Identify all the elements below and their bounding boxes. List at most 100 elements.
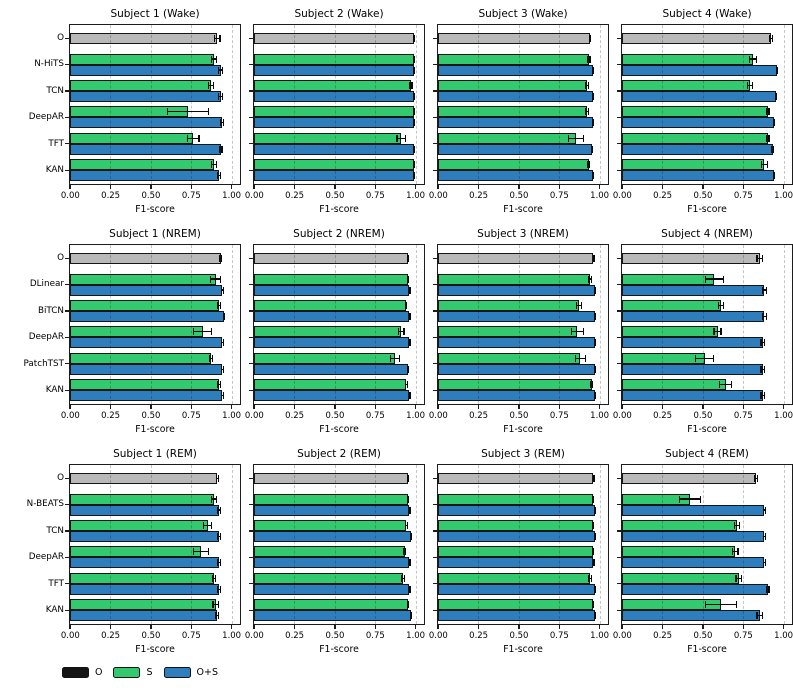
error-bar-cap-right [217, 601, 219, 609]
plot-area [617, 244, 793, 410]
gridline [518, 465, 520, 624]
error-bar [407, 254, 409, 262]
error-bar [772, 119, 776, 127]
gridline [662, 465, 664, 624]
bar-deepar-o-plus-s [70, 557, 219, 569]
error-bar-cap-right [595, 339, 597, 347]
bar-tcn-s [622, 520, 737, 531]
x-axis-label: F1-score [135, 204, 175, 215]
x-tick-labels: 0.00 0.25 0.50 0.75 1.00 [613, 191, 793, 203]
error-bar [594, 339, 597, 347]
x-tick-mark [334, 185, 336, 190]
panel-title: Subject 1 (REM) [113, 448, 197, 460]
error-bar [408, 506, 411, 514]
error-bar-cap-right [593, 66, 595, 74]
error-bar [765, 108, 770, 116]
gridline [150, 245, 152, 404]
y-tick-mark [433, 90, 437, 92]
error-bar [406, 495, 410, 503]
error-bar-cap-right [407, 601, 410, 609]
bar-dlinear-o-plus-s [438, 284, 596, 296]
y-tick-mark [617, 169, 621, 171]
error-bar-cap-left [406, 365, 409, 373]
error-bar [760, 339, 766, 347]
bar-dlinear-o-plus-s [70, 284, 223, 296]
error-bar-cap-right [409, 392, 411, 400]
error-bar-cap-left [588, 275, 590, 283]
x-tick-mark [415, 405, 417, 410]
y-tick-mark [433, 609, 437, 611]
plot-area [617, 24, 793, 190]
bar-deepar-s [438, 106, 587, 118]
error-bar-cap-right [593, 474, 595, 482]
error-bar [220, 119, 225, 127]
x-tick-mark [599, 185, 601, 190]
y-tick-mark [249, 583, 253, 585]
error-bar-line [202, 524, 213, 527]
y-tick-mark [617, 389, 621, 391]
bar-tft-s [70, 572, 215, 584]
error-bar [413, 34, 416, 42]
x-tick-mark [109, 185, 112, 190]
y-tick-mark [617, 336, 621, 338]
x-tick-label: 0.00 [60, 411, 80, 421]
bar-bitcn-o-plus-s [70, 311, 224, 322]
error-bar-cap-right [722, 302, 724, 309]
bar-n-hits-s [438, 53, 589, 65]
y-tick-mark [65, 504, 69, 506]
bar-tcn-o-plus-s [70, 91, 221, 102]
error-bar-cap-right [771, 34, 773, 42]
error-bar-cap-left [217, 585, 219, 593]
error-bar-cap-left [408, 339, 410, 347]
error-bar-cap-right [720, 328, 722, 336]
bar-o-baseline [70, 252, 221, 264]
bar-kan-o-plus-s [438, 390, 596, 402]
bar-tft-o-plus-s [622, 143, 773, 155]
y-tick-mark [617, 556, 621, 558]
x-tick-label: 0.50 [141, 191, 161, 201]
error-bar-cap-left [406, 495, 408, 503]
error-bar-line [396, 137, 407, 139]
error-bar-cap-right [593, 119, 595, 127]
x-tick-mark [783, 185, 785, 190]
plot-area [65, 464, 241, 630]
error-bar [592, 66, 595, 74]
x-tick-mark [599, 405, 601, 410]
y-tick-mark [433, 530, 437, 532]
error-bar-cap-right [409, 585, 411, 593]
error-bar-cap-left [760, 365, 762, 373]
error-bar-line [749, 58, 758, 60]
x-tick-mark [558, 405, 561, 410]
error-bar-cap-right [411, 82, 413, 89]
bar-n-beats-s [438, 493, 594, 505]
x-tick-label: 0.25 [101, 191, 121, 201]
gridline [150, 25, 152, 184]
bar-deepar-o-plus-s [70, 337, 223, 349]
error-bar [210, 495, 218, 503]
error-bar-line [762, 315, 767, 318]
plot-area [249, 244, 425, 410]
error-bar-cap-right [590, 275, 593, 283]
error-bar-cap-right [595, 612, 597, 620]
panel-subject-1-rem: Subject 1 (REM) 0.00 0.25 0.50 0.75 1.00 F1-sc… [61, 447, 241, 658]
bar-o-baseline [254, 252, 408, 264]
error-bar-cap-left [575, 302, 577, 309]
panel-title: Subject 3 (Wake) [478, 8, 568, 20]
plot-area [65, 24, 241, 190]
x-tick-mark [150, 405, 152, 410]
error-bar-cap-left [774, 93, 776, 100]
bar-deepar-o-plus-s [438, 557, 594, 569]
plot-area [433, 464, 609, 630]
error-bar [193, 328, 213, 336]
error-bar-cap-left [592, 93, 594, 100]
error-bar [749, 55, 758, 63]
chart-grid: O N-HiTS TCN DeepAR TFT KAN Subject 1 (Wake) 0.… [0, 7, 793, 658]
bar-bitcn-s [438, 300, 579, 311]
x-tick-label: 0.75 [549, 411, 569, 421]
error-bar [413, 145, 416, 153]
chart-row-wake: O N-HiTS TCN DeepAR TFT KAN Subject 1 (Wake) 0.… [3, 7, 793, 218]
bar-bitcn-s [254, 300, 407, 311]
error-bar [215, 474, 219, 482]
error-bar-line [217, 509, 221, 511]
y-tick-mark [617, 583, 621, 585]
